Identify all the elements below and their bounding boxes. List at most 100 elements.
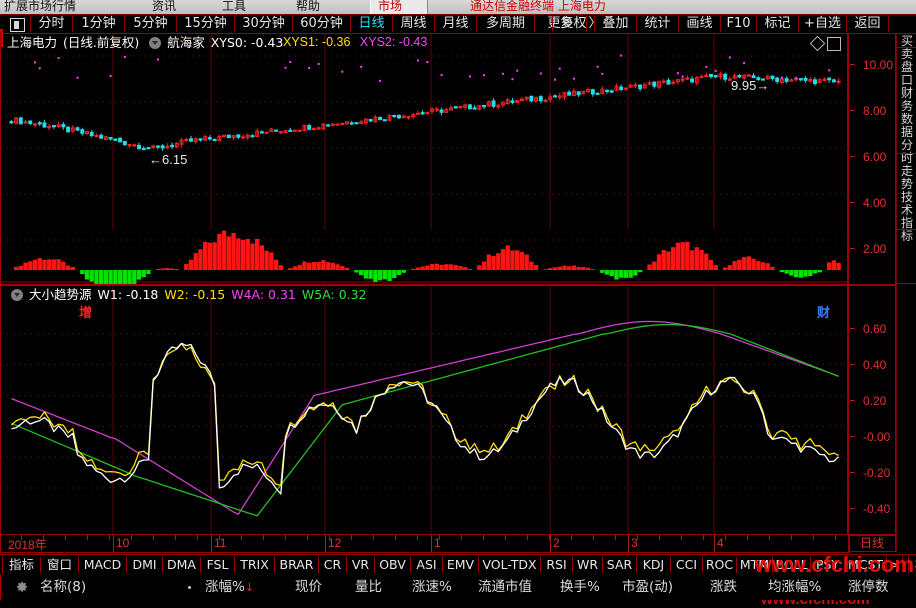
- period-30分钟[interactable]: 30分钟: [242, 16, 285, 31]
- period-更多[interactable]: 更多: [547, 16, 574, 31]
- date-tick: [505, 535, 506, 540]
- action-返回[interactable]: 返回: [854, 16, 881, 31]
- ibar-FSL[interactable]: FSL: [206, 557, 229, 572]
- menu-item-2[interactable]: 工具: [222, 0, 247, 13]
- date-tick: [373, 535, 374, 540]
- period-多周期[interactable]: 多周期: [485, 16, 525, 31]
- toolbar-separator: [476, 16, 477, 32]
- price-legend-0: XYS0: -0.43: [210, 35, 284, 50]
- chevron-down-icon[interactable]: [11, 289, 23, 301]
- date-tick: [351, 535, 352, 540]
- window-icon[interactable]: [10, 18, 25, 32]
- ibar-指标[interactable]: 指标: [8, 557, 34, 572]
- action-画线[interactable]: 画线: [686, 16, 713, 31]
- quote-column-9[interactable]: 均涨幅%: [768, 579, 822, 595]
- period-5分钟[interactable]: 5分钟: [133, 16, 168, 31]
- period-分时[interactable]: 分时: [38, 16, 65, 31]
- ind-tick-1: 0.40: [863, 358, 887, 372]
- action-叠加[interactable]: 叠加: [602, 16, 629, 31]
- ibar-BOLL[interactable]: BOLL: [775, 557, 808, 572]
- date-tick: [637, 535, 638, 540]
- ibar-MCST[interactable]: MCST: [847, 557, 884, 572]
- ibar-separator: [78, 557, 79, 573]
- period-周线[interactable]: 周线: [400, 16, 427, 31]
- ibar-VR[interactable]: VR: [351, 557, 370, 572]
- ibar-DMI[interactable]: DMI: [132, 557, 157, 572]
- ibar-TRIX[interactable]: TRIX: [240, 557, 269, 572]
- quote-column-1[interactable]: 涨幅%↓: [205, 579, 255, 595]
- right-vertical-sidebar[interactable]: 买卖盘口财务数据分时走势技术指标: [896, 33, 916, 552]
- ibar-CCI[interactable]: CCI: [675, 557, 698, 572]
- period-60分钟[interactable]: 60分钟: [300, 16, 343, 31]
- period-15分钟[interactable]: 15分钟: [184, 16, 227, 31]
- ibar-CR[interactable]: CR: [323, 557, 342, 572]
- menu-item-1[interactable]: 资讯: [152, 0, 177, 13]
- toolbar-separator: [392, 16, 393, 32]
- action-复权[interactable]: 复权: [560, 16, 587, 31]
- quote-column-0[interactable]: 名称(8): [40, 579, 87, 595]
- date-separator: [550, 535, 551, 552]
- ibar-PSY[interactable]: PSY: [815, 557, 840, 572]
- ibar-separator: [602, 557, 603, 573]
- menu-active-tab[interactable]: [370, 0, 428, 14]
- action-+自选[interactable]: +自选: [804, 16, 841, 31]
- action-F10[interactable]: F10: [726, 16, 751, 31]
- ibar-more-icon[interactable]: >: [889, 557, 900, 572]
- quote-column-8[interactable]: 涨跌: [710, 579, 737, 595]
- period-月线[interactable]: 月线: [442, 16, 469, 31]
- indicator-chart-panel[interactable]: 大小趋势源 W1: -0.18 W2: -0.15 W4A: 0.31 W5A: 0.3…: [0, 285, 870, 608]
- ibar-separator: [40, 557, 41, 573]
- ibar-KDJ[interactable]: KDJ: [642, 557, 665, 572]
- chevron-down-icon[interactable]: [149, 37, 162, 49]
- indicator-toolbar[interactable]: 指标 窗口 MACD DMI DMA FSL TRIX BRAR CR VR OBV ASI EMV VO…: [0, 554, 916, 576]
- quote-columns-bar[interactable]: 名称(8) 涨幅%↓ 现价 量比 涨速% 流通市值 换手% 市盈(动) 涨跌 均涨幅% 涨停数: [0, 574, 916, 600]
- quote-column-3[interactable]: 量比: [355, 579, 382, 595]
- period-1分钟[interactable]: 1分钟: [81, 16, 116, 31]
- ibar-template[interactable]: 模板: [909, 555, 916, 575]
- price-chart-panel[interactable]: 上海电力 (日线.前复权) 航海家 XYS0: -0.43 XYS1: -0.36 X…: [0, 33, 848, 321]
- date-tick: [329, 535, 330, 540]
- ibar-MACD[interactable]: MACD: [83, 557, 122, 572]
- ibar-VOL-TDX[interactable]: VOL-TDX: [482, 557, 537, 572]
- price-indicator-name[interactable]: 航海家: [167, 35, 205, 50]
- ind-tick-0: 0.60: [863, 322, 887, 336]
- ibar-EMV[interactable]: EMV: [446, 557, 475, 572]
- ibar-ROC[interactable]: ROC: [705, 557, 734, 572]
- period-日线[interactable]: 日线: [358, 16, 385, 31]
- ibar-窗口[interactable]: 窗口: [46, 557, 72, 572]
- panel-restore-icon[interactable]: [827, 37, 841, 51]
- ibar-MTM[interactable]: MTM: [739, 557, 770, 572]
- gear-icon[interactable]: [16, 581, 28, 593]
- sidebar-vertical-text[interactable]: 买卖盘口财务数据分时走势技术指标: [900, 34, 913, 243]
- ibar-OBV[interactable]: OBV: [379, 557, 406, 572]
- ibar-SAR[interactable]: SAR: [606, 557, 633, 572]
- ibar-RSI[interactable]: RSI: [546, 557, 567, 572]
- menu-item-0[interactable]: 扩展市场行情: [4, 0, 77, 13]
- action-标记[interactable]: 标记: [764, 16, 791, 31]
- ibar-ASI[interactable]: ASI: [416, 557, 437, 572]
- quote-column-2[interactable]: 现价: [295, 579, 322, 595]
- menu-item-3[interactable]: 帮助: [296, 0, 321, 13]
- ibar-DMA[interactable]: DMA: [167, 557, 196, 572]
- ibar-BRAR[interactable]: BRAR: [279, 557, 314, 572]
- quote-column-5[interactable]: 流通市值: [478, 579, 532, 595]
- quote-column-7[interactable]: 市盈(动): [622, 579, 674, 595]
- ibar-separator: [410, 557, 411, 573]
- ibar-separator: [374, 557, 375, 573]
- watermark-main: www.cfchi.com: [754, 552, 914, 577]
- action-统计[interactable]: 统计: [644, 16, 671, 31]
- ibar-WR[interactable]: WR: [576, 557, 599, 572]
- quote-column-4[interactable]: 涨速%: [412, 579, 452, 595]
- menu-item-4[interactable]: 市场: [378, 0, 403, 13]
- quote-column-10[interactable]: 涨停数: [848, 579, 889, 595]
- date-tick: [175, 535, 176, 540]
- price-symbol[interactable]: 上海电力: [7, 35, 58, 50]
- period-indicator[interactable]: 日线: [848, 535, 896, 552]
- quote-column-6[interactable]: 换手%: [560, 579, 600, 595]
- indicator-name[interactable]: 大小趋势源: [29, 287, 92, 302]
- window-menu-bar[interactable]: 扩展市场行情 资讯 工具 帮助 市场 通达信金融终端 上海电力: [0, 0, 916, 14]
- date-tick: [219, 535, 220, 540]
- price-tick-4: 2.00: [863, 242, 887, 256]
- period-toolbar[interactable]: 分时1分钟5分钟15分钟30分钟60分钟日线周线月线多周期更多〉复权叠加统计画线…: [0, 14, 916, 47]
